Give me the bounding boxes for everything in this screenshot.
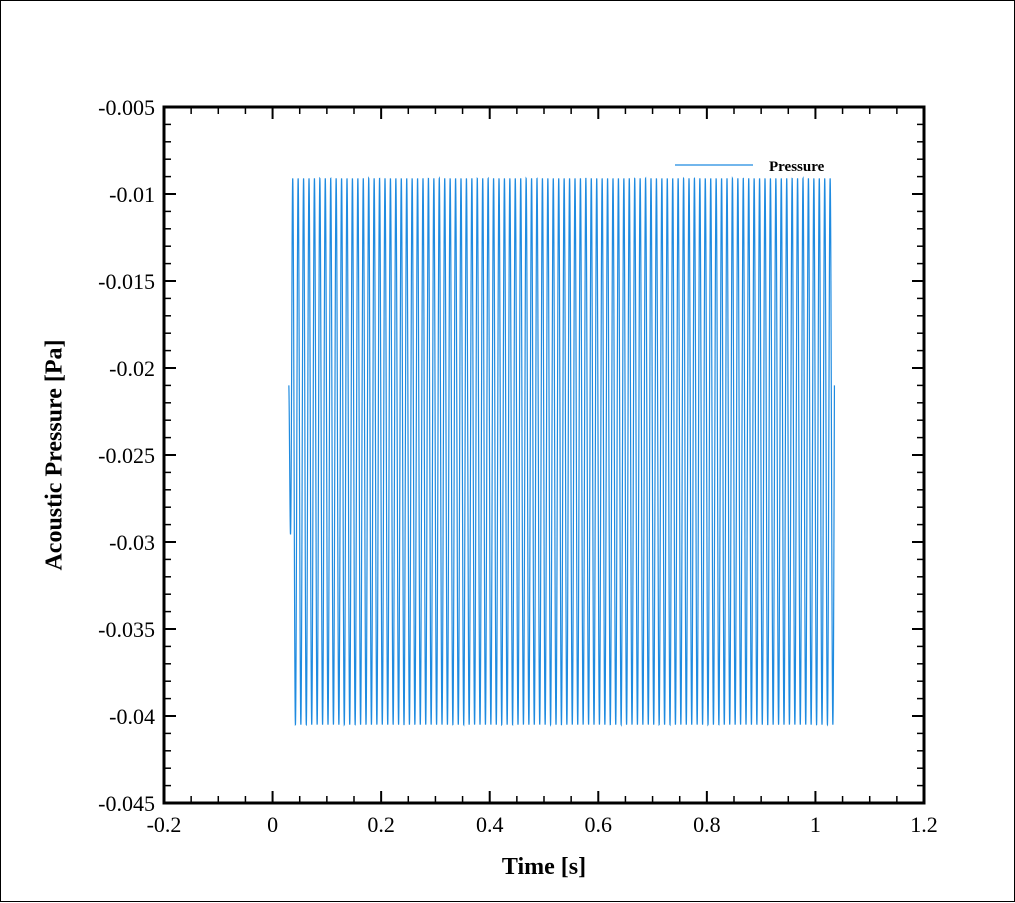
x-tick-label: 0 [267, 812, 278, 837]
x-tick-label: 0.4 [476, 812, 504, 837]
x-tick-label: 1 [810, 812, 821, 837]
x-tick-label: 0.6 [585, 812, 613, 837]
y-tick-label: -0.03 [109, 530, 155, 555]
x-tick-label: 1.2 [910, 812, 938, 837]
y-axis-title: Acoustic Pressure [Pa] [41, 339, 67, 570]
series-layer [288, 176, 836, 727]
y-tick-label: -0.005 [98, 95, 155, 120]
y-tick-label: -0.015 [98, 269, 155, 294]
y-tick-label: -0.045 [98, 791, 155, 816]
y-tick-label: -0.01 [109, 182, 155, 207]
legend-label-pressure: Pressure [769, 159, 825, 175]
labels-layer: -0.2 0 0.2 0.4 0.6 0.8 1 1.2 -0.005 -0.01 -0.015 -0… [98, 95, 938, 837]
x-tick-label: 0.8 [693, 812, 721, 837]
y-tick-label: -0.02 [109, 356, 155, 381]
x-tick-label: 0.2 [367, 812, 395, 837]
x-tick-label: -0.2 [147, 812, 182, 837]
y-tick-label: -0.025 [98, 443, 155, 468]
ticks-layer [163, 106, 925, 804]
legend: Pressure [675, 159, 825, 175]
x-axis-title: Time [s] [502, 854, 586, 880]
y-tick-label: -0.035 [98, 617, 155, 642]
y-tick-label: -0.04 [109, 704, 155, 729]
series-line-pressure [288, 176, 836, 727]
